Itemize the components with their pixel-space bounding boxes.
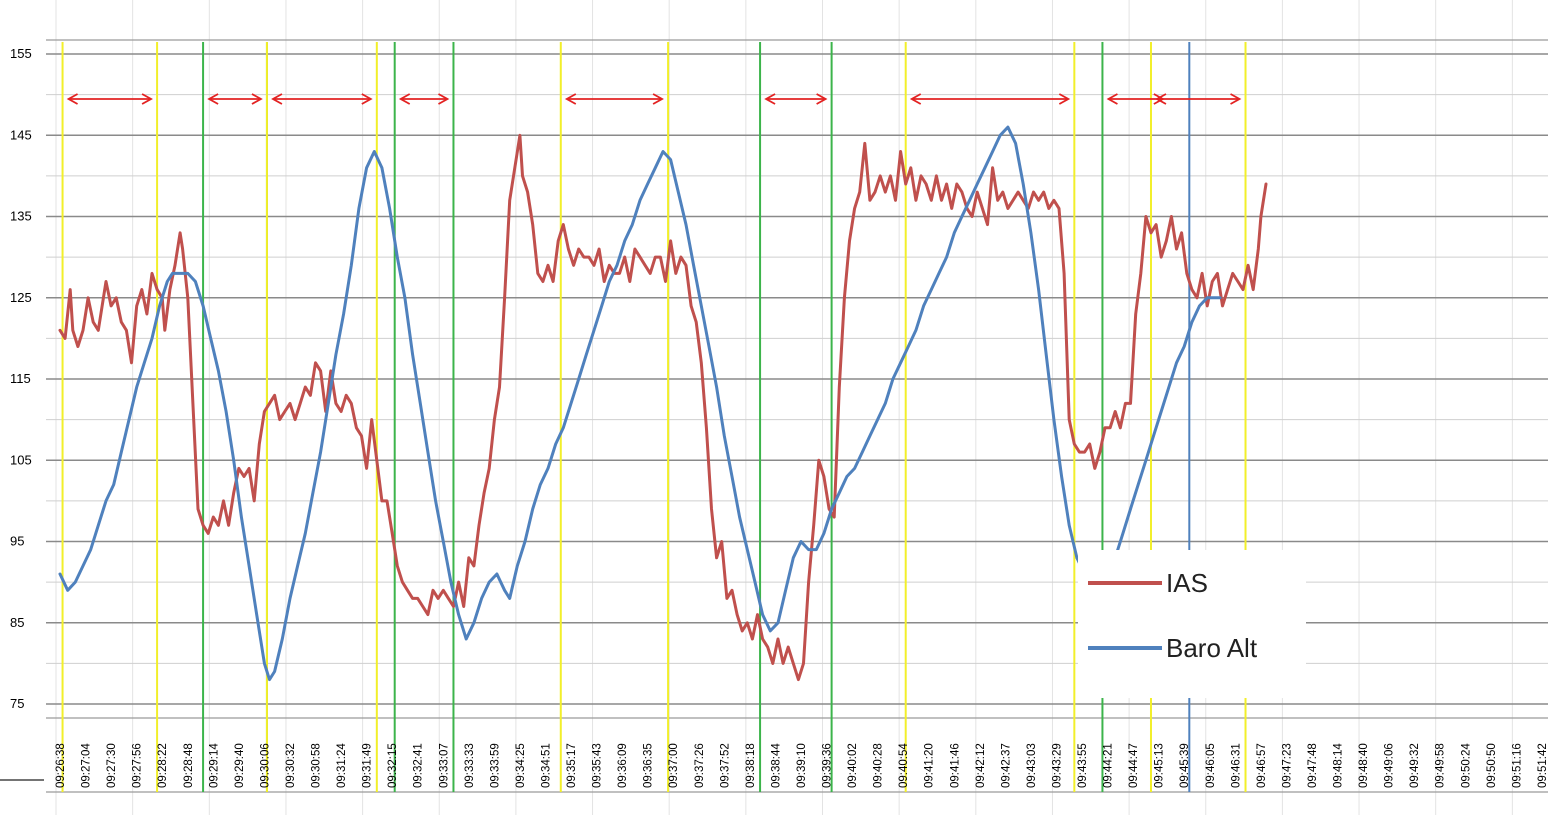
- interval-arrowhead-left: [398, 93, 411, 105]
- series-lines: [58, 125, 1268, 682]
- y-tick-label: 95: [10, 534, 24, 549]
- x-tick-label: 09:51:16: [1511, 743, 1523, 788]
- interval-arrowhead-left: [1106, 93, 1118, 105]
- x-tick-label: 09:31:24: [336, 743, 348, 788]
- interval-arrowhead-left: [764, 93, 776, 105]
- x-tick-label: 09:34:25: [515, 743, 527, 788]
- x-tick-label: 09:48:40: [1358, 743, 1370, 788]
- interval-arrows: [66, 93, 1242, 105]
- legend-label-ias: IAS: [1166, 568, 1208, 598]
- x-tick-label: 09:32:41: [413, 743, 425, 788]
- x-tick-label: 09:40:28: [873, 743, 885, 788]
- interval-arrowhead-left: [207, 93, 219, 105]
- x-tick-label: 09:34:51: [540, 743, 552, 788]
- x-tick-label: 09:38:18: [745, 743, 757, 788]
- x-tick-label: 09:27:04: [81, 743, 93, 788]
- interval-arrowhead-right: [1230, 93, 1242, 105]
- x-tick-label: 09:46:31: [1230, 743, 1242, 788]
- y-tick-label: 125: [10, 290, 32, 305]
- interval-arrowhead-left: [909, 93, 922, 105]
- legend-label-baro-alt: Baro Alt: [1166, 633, 1258, 663]
- interval-arrowhead-right: [438, 93, 450, 105]
- series-line-baro-alt: [58, 125, 1222, 682]
- x-tick-label: 09:47:48: [1307, 743, 1319, 788]
- interval-arrowhead-right: [652, 93, 664, 105]
- interval-arrowhead-left: [1155, 93, 1167, 105]
- interval-arrowhead-left: [564, 93, 577, 105]
- x-tick-label: 09:31:49: [362, 743, 374, 788]
- x-tick-label: 09:48:14: [1333, 743, 1345, 788]
- interval-arrowhead-right: [1058, 93, 1071, 105]
- x-tick-label: 09:43:55: [1077, 743, 1089, 788]
- x-tick-label: 09:50:50: [1486, 743, 1498, 788]
- event-markers: [61, 42, 1247, 792]
- interval-arrowhead-right: [361, 93, 373, 105]
- x-tick-label: 09:45:13: [1154, 743, 1166, 788]
- x-tick-label: 09:35:17: [566, 743, 578, 788]
- x-tick-label: 09:37:26: [694, 743, 706, 788]
- x-tick-label: 09:49:58: [1435, 743, 1447, 788]
- x-tick-label: 09:36:35: [643, 743, 655, 788]
- x-tick-label: 09:39:36: [822, 743, 834, 788]
- interval-arrowhead-right: [251, 93, 263, 105]
- x-tick-label: 09:29:40: [234, 743, 246, 788]
- y-tick-label: 155: [10, 46, 32, 61]
- x-tick-label: 09:47:23: [1281, 743, 1293, 788]
- x-tick-label: 09:41:46: [949, 743, 961, 788]
- x-tick-label: 09:44:47: [1128, 743, 1140, 788]
- y-axis-tick-labels: 75 85 95 105 115 125 135 145 155: [10, 46, 32, 711]
- x-tick-label: 09:41:20: [924, 743, 936, 788]
- x-tick-label: 09:49:32: [1409, 743, 1421, 788]
- x-tick-label: 09:42:37: [1000, 743, 1012, 788]
- x-tick-label: 09:36:09: [617, 743, 629, 788]
- x-tick-label: 09:27:30: [106, 743, 118, 788]
- x-tick-label: 09:28:22: [157, 743, 169, 788]
- x-tick-label: 09:43:29: [1051, 743, 1063, 788]
- x-tick-label: 09:45:39: [1179, 743, 1191, 788]
- x-tick-label: 09:46:57: [1256, 743, 1268, 788]
- legend-box: [1078, 550, 1306, 698]
- x-tick-label: 09:27:56: [132, 743, 144, 788]
- x-tick-label: 09:38:44: [770, 743, 782, 788]
- x-tick-label: 09:50:24: [1460, 743, 1472, 788]
- x-tick-label: 09:30:58: [311, 743, 323, 788]
- x-tick-label: 09:37:52: [719, 743, 731, 788]
- x-tick-label: 09:40:02: [847, 743, 859, 788]
- x-tick-label: 09:33:07: [438, 743, 450, 788]
- x-tick-label: 09:37:00: [668, 743, 680, 788]
- x-tick-label: 09:46:05: [1205, 743, 1217, 788]
- interval-arrowhead-right: [816, 93, 828, 105]
- y-tick-label: 135: [10, 209, 32, 224]
- y-tick-label: 145: [10, 127, 32, 142]
- y-tick-label: 75: [10, 696, 24, 711]
- legend: IAS Baro Alt: [1078, 550, 1306, 698]
- y-tick-label: 105: [10, 452, 32, 467]
- x-axis-tick-labels: 09:26:38 09:27:04 09:27:30 09:27:56 09:28:22…: [55, 743, 1549, 788]
- x-tick-label: 09:42:12: [975, 743, 987, 788]
- interval-arrowhead-left: [271, 93, 283, 105]
- x-tick-label: 09:33:59: [489, 743, 501, 788]
- x-tick-label: 09:33:33: [464, 743, 476, 788]
- x-tick-label: 09:30:06: [259, 743, 271, 788]
- x-tick-label: 09:35:43: [592, 743, 604, 788]
- x-tick-label: 09:40:54: [898, 743, 910, 788]
- y-tick-label: 115: [10, 371, 31, 386]
- interval-arrowhead-left: [66, 93, 78, 105]
- x-tick-label: 09:49:06: [1384, 743, 1396, 788]
- interval-arrowhead-right: [141, 93, 153, 105]
- x-tick-label: 09:29:14: [208, 743, 220, 788]
- x-tick-label: 09:43:03: [1026, 743, 1038, 788]
- x-tick-label: 09:39:10: [796, 743, 808, 788]
- x-tick-label: 09:51:42: [1537, 743, 1549, 788]
- x-tick-label: 09:26:38: [55, 743, 67, 788]
- x-tick-label: 09:44:21: [1103, 743, 1115, 788]
- y-tick-label: 85: [10, 615, 24, 630]
- x-tick-label: 09:32:15: [387, 743, 399, 788]
- series-line-ias: [58, 133, 1268, 682]
- x-tick-label: 09:28:48: [183, 743, 195, 788]
- x-tick-label: 09:30:32: [285, 743, 297, 788]
